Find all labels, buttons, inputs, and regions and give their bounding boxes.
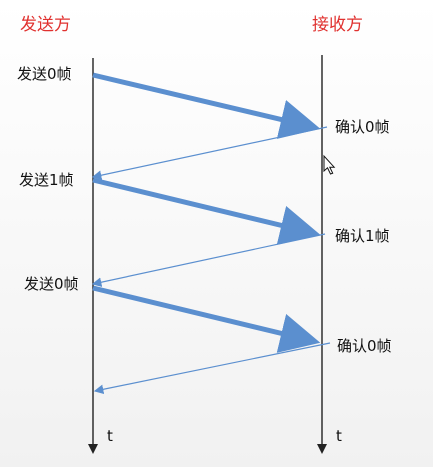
frame-1-arrow: [92, 177, 321, 245]
sender-event-send-0: 发送0帧: [17, 65, 72, 83]
frame-0-arrow: [92, 72, 321, 139]
receiver-event-ack-0-again: 确认0帧: [337, 337, 392, 355]
ack-1-arrow: [91, 233, 326, 287]
sender-title: 发送方: [20, 15, 71, 35]
sender-event-send-0-again: 发送0帧: [24, 275, 79, 293]
receiver-title: 接收方: [312, 15, 363, 35]
receiver-time-label: t: [336, 427, 342, 445]
ack-0-again-arrow: [93, 342, 331, 395]
sender-event-send-1: 发送1帧: [19, 171, 74, 189]
frame-0-again-arrow: [92, 285, 321, 353]
mouse-pointer-icon: [323, 154, 336, 175]
ack-0-arrow: [91, 126, 328, 180]
sender-time-label: t: [107, 427, 113, 445]
receiver-event-ack-1: 确认1帧: [335, 227, 390, 245]
receiver-event-ack-0: 确认0帧: [335, 118, 390, 136]
